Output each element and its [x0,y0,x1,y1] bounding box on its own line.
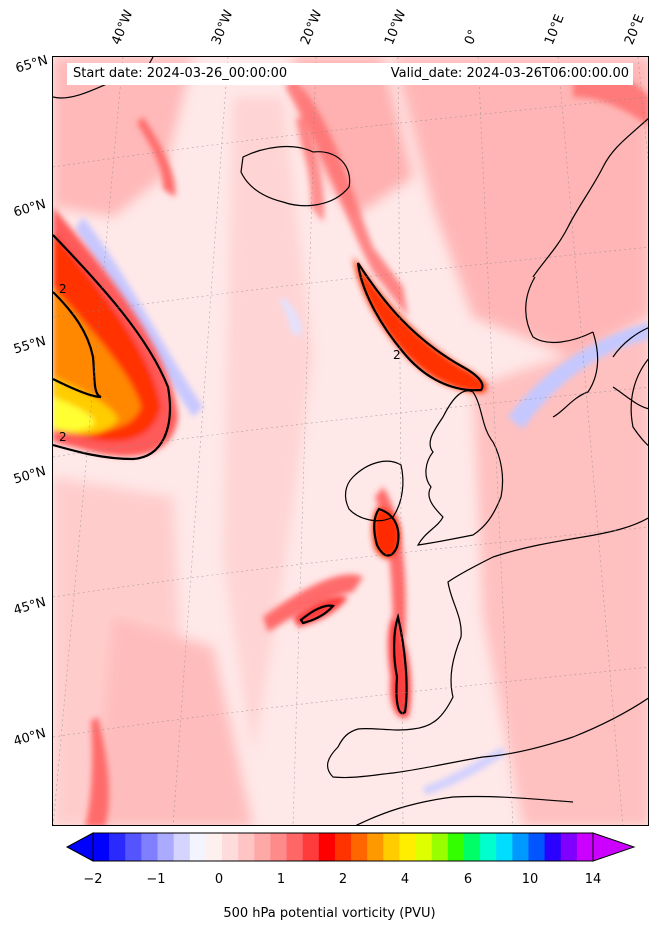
lon-label-30w: 30°W [209,8,237,47]
colorbar-swatch [351,833,368,861]
colorbar-swatch [576,833,594,861]
colorbar-swatch [222,833,239,861]
lat-label-50n: 50°N [12,463,48,488]
colorbar-swatch [544,833,562,861]
colorbar-swatch [302,833,320,861]
colorbar-swatch [141,833,159,861]
contour-label-c: 2 [393,348,401,362]
graticule [53,57,648,825]
colorbar-swatch [189,833,207,861]
cbar-tick-10: 10 [521,872,539,887]
colorbar-swatch [463,833,481,861]
cbar-tick-0: 0 [214,872,224,887]
start-date: Start date: 2024-03-26_00:00:00 [73,66,288,81]
cbar-tick-m1: −1 [146,872,166,887]
colorbar-swatch [480,833,497,861]
date-header: Start date: 2024-03-26_00:00:00 Valid_da… [67,63,633,85]
lat-label-60n: 60°N [12,196,48,221]
colorbar-swatch [157,833,175,861]
lon-label-40w: 40°W [109,8,137,47]
contour-label-a: 2 [59,282,67,296]
lat-label-55n: 55°N [12,333,48,358]
colorbar-swatch [318,833,336,861]
lon-label-0: 0° [462,27,482,47]
colorbar-swatch [334,833,352,861]
cbar-tick-1: 1 [276,872,286,887]
colorbar-swatch [286,833,304,861]
colorbar-swatch [447,833,465,861]
colorbar-swatch [399,833,417,861]
lon-label-20w: 20°W [298,8,326,47]
colorbar-extend-low [65,832,94,862]
colorbar-swatch [173,833,191,861]
lon-label-10w: 10°W [382,8,410,47]
colorbar-swatch [109,833,126,861]
lat-label-65n: 65°N [14,52,50,77]
colorbar [65,832,636,862]
cbar-tick-m2: −2 [83,872,103,887]
pv-field: 2 2 2 [53,57,648,825]
colorbar-swatch [254,833,271,861]
lon-label-10e: 10°E [542,12,568,47]
cbar-tick-14: 14 [584,872,602,887]
coastlines [53,57,648,825]
colorbar-swatch [238,833,255,861]
colorbar-swatch [125,833,142,861]
colorbar-swatch [205,833,223,861]
colorbar-swatch [383,833,400,861]
colorbar-swatch [415,833,433,861]
cbar-tick-2: 2 [338,872,348,887]
cbar-tick-4: 4 [400,872,410,887]
colorbar-extend-high [592,832,636,862]
colorbar-swatch [93,833,110,861]
lat-label-45n: 45°N [12,594,48,619]
pv2-contours [53,234,484,715]
pv-map: 2 2 2 [52,56,649,826]
colorbar-swatch [512,833,529,861]
colorbar-swatch [528,833,546,861]
colorbar-swatch [560,833,578,861]
lat-label-40n: 40°N [12,725,48,750]
colorbar-swatch [367,833,384,861]
colorbar-swatch [270,833,288,861]
contour-label-b: 2 [59,430,67,444]
valid-date: Valid_date: 2024-03-26T06:00:00.00 [390,66,629,81]
lon-label-20e: 20°E [622,12,648,47]
colorbar-label: 500 hPa potential vorticity (PVU) [223,906,436,921]
cbar-tick-6: 6 [463,872,473,887]
colorbar-swatch [496,833,513,861]
colorbar-outline [92,832,594,862]
colorbar-swatch [431,833,449,861]
